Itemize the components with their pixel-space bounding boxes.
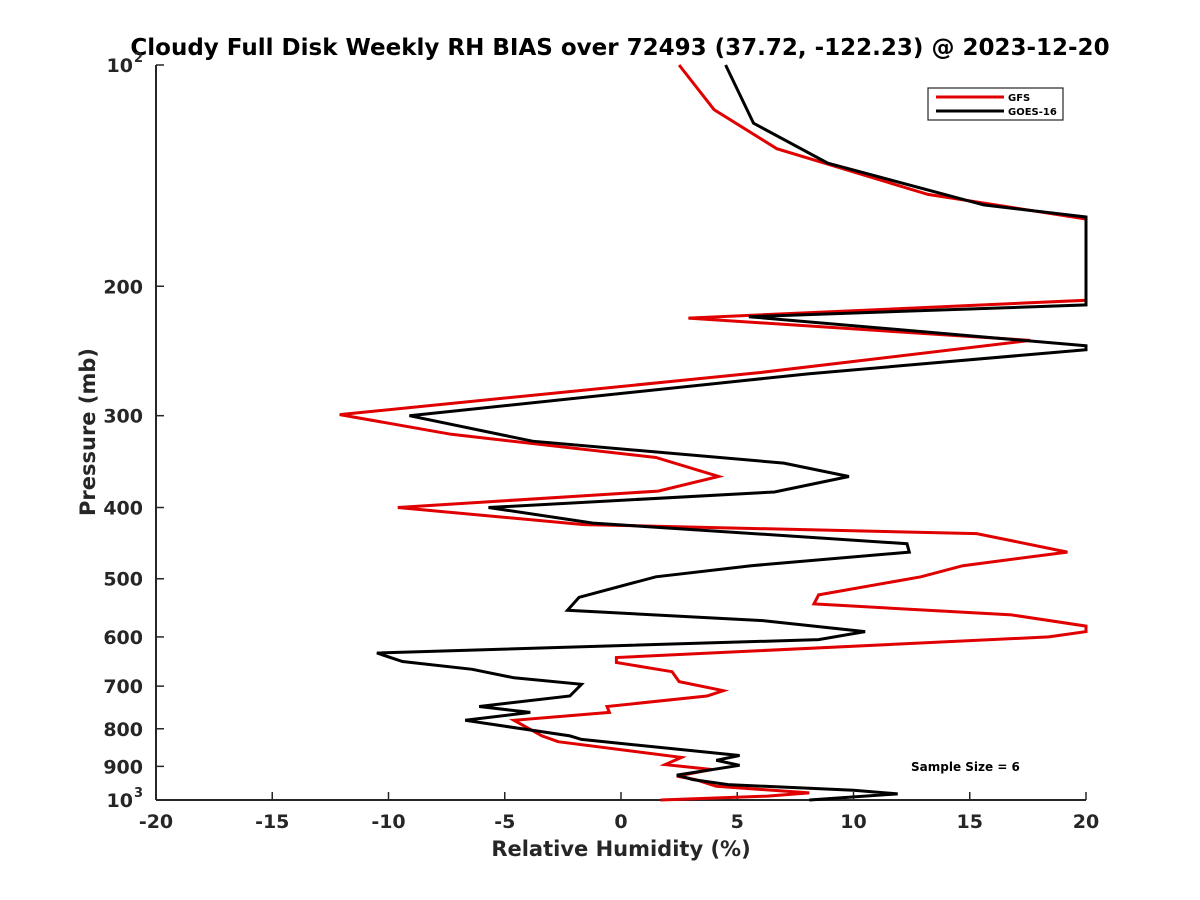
y-tick-label: 800 <box>103 719 143 741</box>
y-tick-label: 200 <box>103 276 143 298</box>
y-tick-label: 10 <box>107 55 133 77</box>
series-line-gfs <box>339 64 1088 802</box>
y-tick-exponent: 3 <box>134 786 143 801</box>
chart-title: Cloudy Full Disk Weekly RH BIAS over 724… <box>130 35 1109 61</box>
x-tick-label: -20 <box>139 811 173 833</box>
y-axis-label: Pressure (mb) <box>76 348 100 516</box>
x-tick-label: 20 <box>1073 811 1099 833</box>
y-tick-exponent: 2 <box>134 51 143 66</box>
legend-label-goes16: GOES-16 <box>1008 107 1057 118</box>
x-tick-label: -15 <box>255 811 289 833</box>
x-ticks: -20 -15 -10 -5 0 5 10 15 20 <box>139 792 1099 833</box>
x-tick-label: 0 <box>614 811 627 833</box>
legend-box <box>927 87 1064 121</box>
series-line-goes16 <box>376 64 1088 802</box>
x-tick-label: 10 <box>840 811 866 833</box>
legend-label-gfs: GFS <box>1008 93 1030 104</box>
x-axis-label: Relative Humidity (%) <box>491 837 750 861</box>
sample-size-annotation: Sample Size = 6 <box>911 760 1020 774</box>
y-tick-label: 400 <box>103 498 143 520</box>
plot-area: -20 -15 -10 -5 0 5 10 15 20 10 220030040050060070… <box>103 51 1099 833</box>
legend: GFS GOES-16 <box>927 87 1064 121</box>
x-tick-label: -10 <box>371 811 405 833</box>
x-tick-label: 15 <box>957 811 983 833</box>
y-tick-label: 700 <box>103 676 143 698</box>
x-tick-label: 5 <box>731 811 744 833</box>
y-tick-label: 900 <box>103 756 143 778</box>
y-tick-label: 500 <box>103 569 143 591</box>
y-tick-label: 600 <box>103 627 143 649</box>
series-group <box>339 64 1088 802</box>
y-tick-label: 10 <box>107 790 133 812</box>
y-tick-label: 300 <box>103 406 143 428</box>
x-tick-label: -5 <box>494 811 515 833</box>
